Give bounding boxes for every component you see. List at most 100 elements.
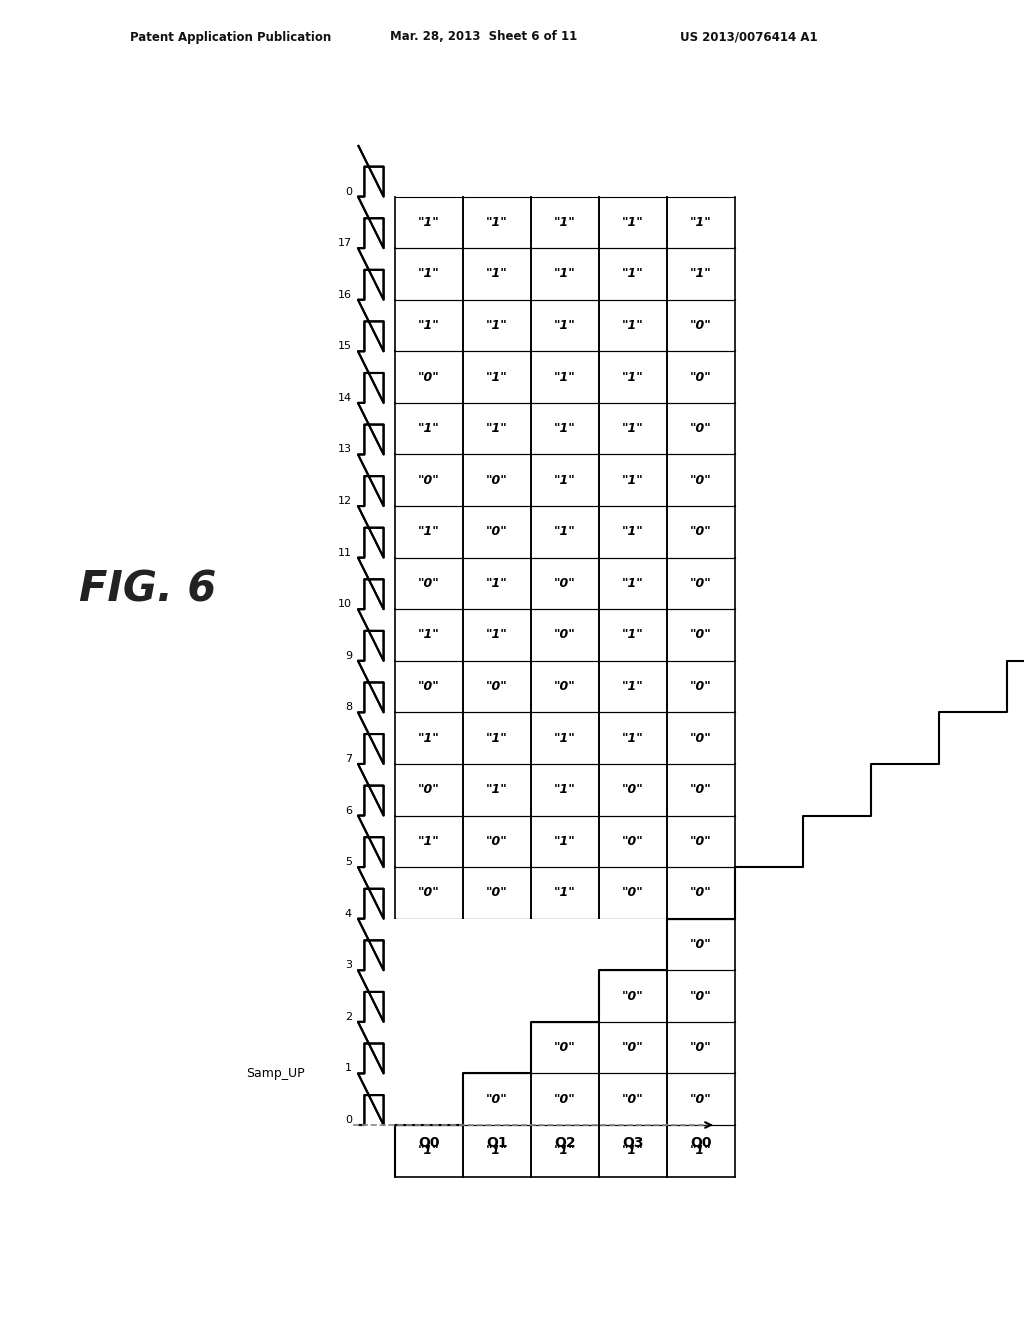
Text: Patent Application Publication: Patent Application Publication (130, 30, 331, 44)
Text: 12: 12 (338, 496, 352, 506)
Text: "1": "1" (623, 1144, 644, 1158)
Bar (388, 919, 667, 970)
Text: 5: 5 (345, 857, 352, 867)
Text: "0": "0" (486, 1093, 508, 1106)
Text: "0": "0" (623, 1041, 644, 1055)
Text: 13: 13 (338, 445, 352, 454)
Text: "1": "1" (623, 268, 644, 280)
Text: "1": "1" (554, 474, 575, 487)
Text: "1": "1" (554, 216, 575, 228)
Text: Mar. 28, 2013  Sheet 6 of 11: Mar. 28, 2013 Sheet 6 of 11 (390, 30, 578, 44)
Text: "1": "1" (554, 422, 575, 436)
Text: "0": "0" (554, 1041, 575, 1055)
Text: Q0: Q0 (418, 1137, 439, 1150)
Text: "1": "1" (486, 628, 508, 642)
Text: "1": "1" (418, 731, 440, 744)
Text: "0": "0" (690, 371, 712, 384)
Text: "1": "1" (486, 268, 508, 280)
Text: "0": "0" (690, 474, 712, 487)
Text: "0": "0" (554, 628, 575, 642)
Text: "1": "1" (623, 422, 644, 436)
Text: "0": "0" (623, 990, 644, 1003)
Text: "0": "0" (554, 1093, 575, 1106)
Text: FIG. 6: FIG. 6 (79, 569, 217, 611)
Text: "1": "1" (623, 628, 644, 642)
Text: "1": "1" (486, 216, 508, 228)
Text: "0": "0" (486, 680, 508, 693)
Text: 1: 1 (345, 1064, 352, 1073)
Text: "1": "1" (623, 731, 644, 744)
Text: 0: 0 (345, 186, 352, 197)
Text: "0": "0" (690, 887, 712, 899)
Text: Q2: Q2 (554, 1137, 575, 1150)
Text: "1": "1" (690, 1144, 712, 1158)
Text: 8: 8 (345, 702, 352, 713)
Bar (388, 1125, 395, 1176)
Text: "1": "1" (418, 1144, 440, 1158)
Text: "1": "1" (554, 268, 575, 280)
Text: 0: 0 (345, 1115, 352, 1125)
Text: 11: 11 (338, 548, 352, 557)
Text: "1": "1" (554, 834, 575, 847)
Text: "1": "1" (418, 628, 440, 642)
Text: "1": "1" (418, 268, 440, 280)
Text: "1": "1" (623, 371, 644, 384)
Text: "1": "1" (554, 731, 575, 744)
Text: "0": "0" (690, 834, 712, 847)
Text: "0": "0" (623, 834, 644, 847)
Text: "0": "0" (418, 1093, 440, 1106)
Text: "0": "0" (690, 577, 712, 590)
Text: "0": "0" (623, 1093, 644, 1106)
Text: "1": "1" (418, 525, 440, 539)
Text: 6: 6 (345, 805, 352, 816)
Text: 15: 15 (338, 342, 352, 351)
Text: "1": "1" (690, 216, 712, 228)
Bar (388, 1073, 463, 1125)
Text: Q0: Q0 (690, 1137, 712, 1150)
Bar (388, 970, 599, 1022)
Text: "0": "0" (418, 887, 440, 899)
Text: "1": "1" (623, 525, 644, 539)
Text: "1": "1" (690, 268, 712, 280)
Text: 16: 16 (338, 289, 352, 300)
Text: "0": "0" (554, 577, 575, 590)
Text: "0": "0" (690, 939, 712, 950)
Text: "1": "1" (418, 319, 440, 333)
Text: "0": "0" (486, 887, 508, 899)
Text: "0": "0" (690, 525, 712, 539)
Text: "0": "0" (418, 577, 440, 590)
Text: "0": "0" (623, 783, 644, 796)
Text: "0": "0" (690, 680, 712, 693)
Text: "1": "1" (418, 834, 440, 847)
Text: "1": "1" (554, 1144, 575, 1158)
Text: "0": "0" (486, 474, 508, 487)
Text: "0": "0" (486, 525, 508, 539)
Text: Q3: Q3 (623, 1137, 644, 1150)
Text: "1": "1" (486, 731, 508, 744)
Text: "0": "0" (690, 422, 712, 436)
Text: "0": "0" (554, 680, 575, 693)
Text: Q1: Q1 (486, 1137, 508, 1150)
Text: "0": "0" (554, 990, 575, 1003)
Text: "0": "0" (690, 1041, 712, 1055)
Text: 3: 3 (345, 960, 352, 970)
Text: "0": "0" (418, 474, 440, 487)
Text: Samp_UP: Samp_UP (247, 1067, 305, 1080)
Text: "1": "1" (554, 371, 575, 384)
Text: US 2013/0076414 A1: US 2013/0076414 A1 (680, 30, 817, 44)
Text: "0": "0" (486, 1041, 508, 1055)
Text: "1": "1" (486, 577, 508, 590)
Text: "1": "1" (623, 319, 644, 333)
Text: "0": "0" (418, 990, 440, 1003)
Text: 10: 10 (338, 599, 352, 610)
Text: "1": "1" (486, 422, 508, 436)
Text: "1": "1" (623, 216, 644, 228)
Text: "0": "0" (554, 939, 575, 950)
Text: "0": "0" (690, 783, 712, 796)
Text: "0": "0" (690, 1093, 712, 1106)
Text: "1": "1" (554, 783, 575, 796)
Bar (388, 1022, 531, 1073)
Text: "1": "1" (418, 216, 440, 228)
Text: "0": "0" (690, 319, 712, 333)
Text: "0": "0" (418, 680, 440, 693)
